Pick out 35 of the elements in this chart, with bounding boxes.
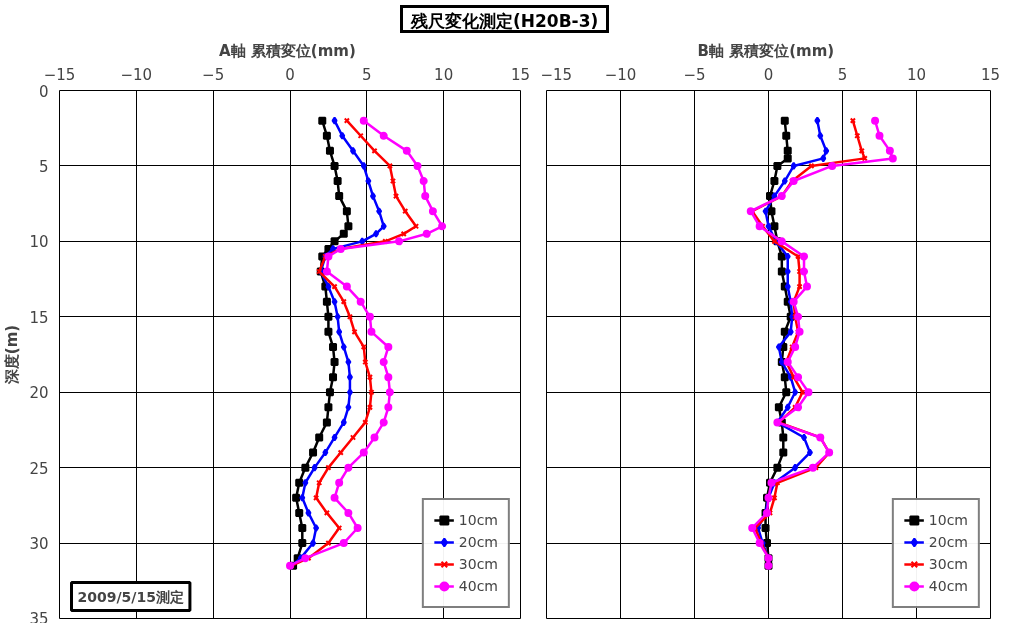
- x-tick-label: −10: [120, 65, 153, 84]
- y-tick-label: 10: [29, 233, 49, 252]
- legend-label: 10cm: [928, 512, 968, 528]
- legend-label: 30cm: [928, 556, 968, 572]
- x-tick-label: 10: [434, 65, 454, 84]
- x-tick-label: −5: [202, 65, 225, 84]
- chart-title: 残尺変化測定(H20B-3): [411, 10, 599, 33]
- y-tick-label: 20: [29, 384, 49, 403]
- x-tick-label: 0: [763, 65, 774, 84]
- x-tick-label: 10: [906, 65, 927, 84]
- x-tick-label: 0: [285, 65, 295, 84]
- x-tick-label: 15: [510, 65, 531, 84]
- x-tick-label: 15: [980, 65, 1001, 84]
- legend-label: 40cm: [458, 578, 498, 594]
- y-tick-label: 5: [38, 157, 49, 176]
- x-axis-title: B軸 累積変位(mm): [697, 41, 835, 60]
- y-tick-label: 15: [29, 308, 49, 327]
- y-axis-title: 深度(m): [3, 324, 22, 386]
- x-tick-label: 5: [837, 65, 848, 84]
- x-tick-label: 5: [362, 65, 372, 84]
- y-tick-label: 35: [29, 609, 49, 628]
- x-tick-label: −5: [683, 65, 706, 84]
- x-axis-title: A軸 累積変位(mm): [218, 41, 356, 60]
- x-tick-label: −15: [43, 65, 76, 84]
- legend-label: 20cm: [458, 534, 498, 550]
- x-tick-label: −15: [540, 65, 573, 84]
- legend-label: 30cm: [458, 556, 498, 572]
- legend-label: 10cm: [458, 512, 498, 528]
- y-tick-label: 25: [29, 459, 49, 478]
- y-tick-label: 30: [29, 535, 49, 554]
- legend-label: 20cm: [928, 534, 968, 550]
- legend-label: 40cm: [928, 578, 968, 594]
- y-tick-label: 0: [38, 82, 49, 101]
- annotation: 2009/5/15測定: [77, 588, 184, 605]
- x-tick-label: −10: [604, 65, 637, 84]
